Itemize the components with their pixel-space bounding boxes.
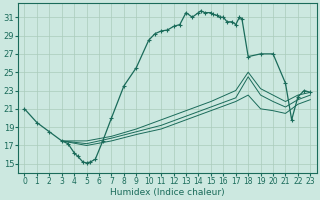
- X-axis label: Humidex (Indice chaleur): Humidex (Indice chaleur): [110, 188, 225, 197]
